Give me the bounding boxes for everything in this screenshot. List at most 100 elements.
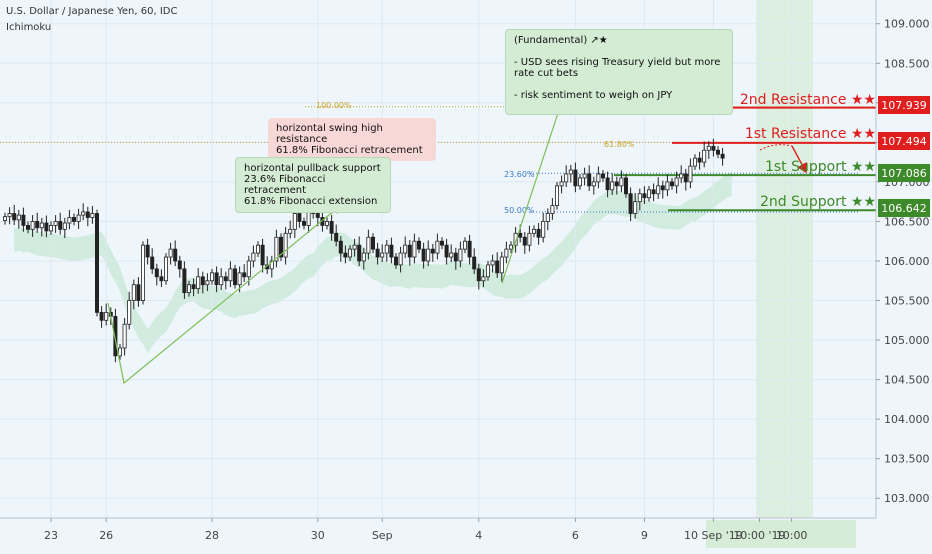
candle — [555, 181, 560, 210]
candle — [665, 174, 670, 197]
candle — [44, 215, 49, 238]
candle — [380, 244, 385, 263]
candle — [587, 165, 592, 191]
candle — [412, 233, 417, 264]
candle — [347, 245, 352, 261]
candle — [352, 238, 357, 257]
candle — [605, 171, 610, 198]
candle — [536, 223, 541, 245]
candle — [186, 280, 191, 297]
candle — [196, 268, 201, 294]
candle — [674, 171, 679, 194]
candle — [223, 271, 228, 290]
candle — [191, 278, 196, 297]
candle — [62, 217, 67, 239]
candle — [150, 248, 155, 275]
price-tick-label: 103.000 — [884, 492, 930, 505]
candle — [357, 236, 362, 267]
candle — [209, 268, 214, 285]
candle — [140, 241, 145, 305]
candle — [228, 261, 233, 288]
candle — [104, 303, 109, 326]
candle — [338, 236, 343, 262]
candle — [168, 242, 173, 265]
price-axis-panel — [876, 0, 932, 550]
time-tick-label: 10:00 '19 — [733, 529, 785, 542]
candle — [25, 221, 30, 234]
candle — [582, 167, 587, 186]
forecast-highlight — [756, 0, 813, 518]
price-tick-label: 105.000 — [884, 334, 930, 347]
candle — [430, 243, 435, 262]
candle — [278, 233, 283, 261]
candle — [462, 237, 467, 254]
candle — [39, 217, 44, 237]
candle — [573, 162, 578, 193]
symbol-title: U.S. Dollar / Japanese Yen, 60, IDC — [6, 6, 178, 17]
candle — [329, 215, 334, 241]
candle — [324, 217, 329, 230]
candle — [476, 263, 481, 290]
candle — [177, 255, 182, 278]
candle — [522, 232, 527, 254]
candle — [127, 291, 132, 330]
candle — [219, 268, 224, 290]
candle — [72, 213, 77, 226]
candle — [76, 208, 81, 229]
candle — [67, 209, 72, 230]
candle — [393, 253, 398, 269]
candle — [366, 229, 371, 260]
support-annotation: horizontal pullback support 23.6% Fibona… — [235, 157, 391, 213]
time-axis-highlight — [706, 520, 856, 548]
price-candles — [3, 138, 725, 363]
candle — [269, 255, 274, 278]
candle — [716, 146, 721, 159]
price-tick-label: 104.500 — [884, 374, 930, 387]
first-support-price-tag — [878, 164, 930, 182]
candle — [679, 165, 684, 184]
price-tick-label: 106.500 — [884, 215, 930, 228]
projection-arrows — [107, 105, 807, 385]
second-support-price-tag — [878, 199, 930, 217]
candle — [633, 192, 638, 219]
fib-100-label: 100.00% — [316, 101, 352, 110]
candle — [334, 224, 339, 247]
extension-arrow-2 — [501, 105, 563, 284]
candle — [651, 183, 656, 202]
candle — [702, 141, 707, 168]
candle — [596, 166, 601, 189]
candle — [628, 187, 633, 222]
second-resistance-price: 107.939 — [881, 99, 927, 112]
candle — [683, 168, 688, 191]
candle — [182, 261, 187, 299]
candle — [301, 217, 306, 230]
price-tick-label: 105.500 — [884, 295, 930, 308]
candle — [95, 209, 100, 317]
fib-618-label: 61.80% — [604, 140, 635, 149]
candle — [58, 212, 63, 235]
time-tick-label: 10 Sep '19 — [684, 529, 743, 542]
second-resistance-label: 2nd Resistance ★★ — [740, 92, 876, 108]
candle — [619, 170, 624, 193]
time-tick-label: 6 — [572, 529, 579, 542]
candle — [481, 269, 486, 288]
time-tick-label: 9 — [641, 529, 648, 542]
candle — [706, 141, 711, 159]
time-tick-label: 23 — [44, 529, 58, 542]
resistance-annotation: horizontal swing high resistance 61.8% F… — [268, 118, 436, 161]
candle — [159, 269, 164, 288]
candle — [361, 247, 366, 270]
candle — [485, 260, 490, 281]
candle — [467, 234, 472, 265]
candle — [49, 221, 54, 235]
candle — [591, 176, 596, 195]
candle — [532, 225, 537, 238]
candle — [508, 241, 513, 254]
candle — [81, 203, 86, 221]
candle — [12, 204, 17, 225]
candle — [490, 254, 495, 273]
candle — [614, 176, 619, 195]
candle — [559, 175, 564, 194]
candle — [545, 208, 550, 231]
